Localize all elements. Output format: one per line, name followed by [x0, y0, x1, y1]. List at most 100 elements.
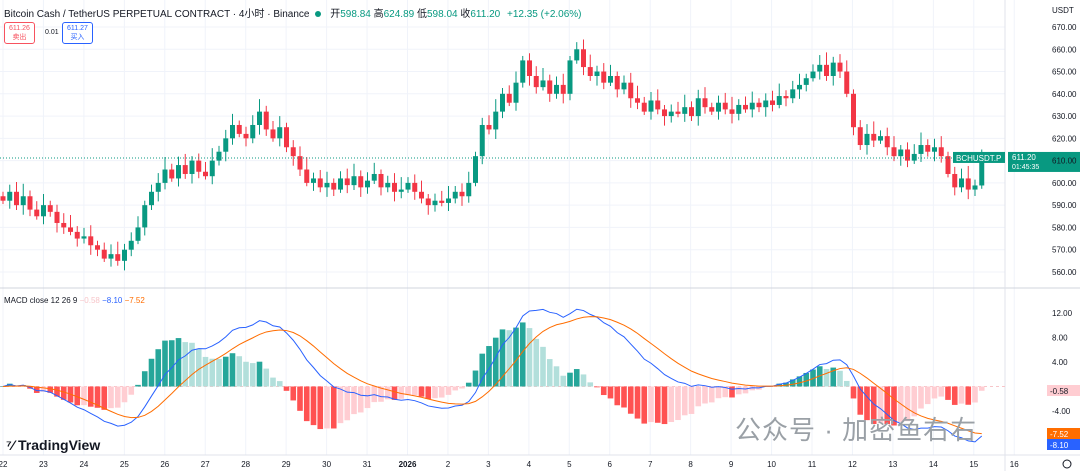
time-tick: 8	[688, 460, 693, 469]
candle-body	[358, 176, 364, 188]
candle-body	[560, 84, 566, 94]
candle-body	[331, 182, 337, 190]
histogram-bar	[310, 386, 317, 426]
macd-hist-value: −0.58	[79, 296, 100, 305]
candle-body	[918, 145, 924, 154]
histogram-bar	[189, 342, 195, 387]
candle-body	[351, 176, 357, 186]
histogram-bar	[702, 386, 708, 404]
histogram-bar	[708, 386, 715, 403]
tradingview-logo[interactable]: ⁷⁄ TradingView	[6, 437, 101, 453]
market-status-icon	[315, 11, 322, 17]
macd-legend[interactable]: MACD close 12 26 9 −0.58 −8.10 −7.52	[4, 296, 145, 305]
candle-body	[290, 147, 296, 157]
time-tick: 3	[486, 460, 491, 469]
candle-body	[34, 209, 40, 217]
histogram-bar	[74, 386, 81, 406]
buy-price: 611.27	[67, 25, 88, 32]
histogram-bar	[580, 374, 587, 387]
macd-last-tag	[1047, 439, 1080, 450]
candle-body	[702, 98, 708, 108]
histogram-bar	[270, 377, 276, 387]
candle-body	[189, 160, 195, 174]
candle-body	[554, 84, 559, 94]
histogram-bar	[236, 356, 243, 387]
histogram-bar	[87, 386, 94, 407]
spread-value: 0.01	[45, 29, 59, 36]
histogram-bar	[317, 386, 324, 430]
histogram-bar	[479, 353, 486, 387]
candle-body	[540, 80, 546, 88]
histogram-bar	[344, 386, 351, 421]
candle-body	[959, 178, 964, 188]
histogram-bar	[951, 386, 958, 405]
candle-body	[689, 107, 694, 117]
symbol-header: Bitcoin Cash / TetherUS PERPETUAL CONTRA…	[4, 5, 582, 20]
candle-body	[972, 185, 978, 190]
histogram-bar	[972, 386, 978, 403]
candle-body	[230, 124, 235, 139]
candle-body	[419, 191, 424, 199]
histogram-bar	[830, 367, 837, 387]
histogram-bar	[648, 386, 654, 423]
histogram-bar	[506, 330, 513, 387]
low-label: 低	[417, 9, 427, 20]
candle-body	[695, 98, 701, 117]
time-tick: 9	[729, 460, 734, 469]
histogram-bar	[627, 386, 634, 414]
hist-last-label: -0.58	[1050, 387, 1069, 396]
candle-body	[925, 145, 931, 152]
histogram-bar	[337, 386, 344, 424]
histogram-bar	[654, 386, 661, 423]
signal-last-label: -7.52	[1050, 430, 1069, 439]
candle-body	[857, 127, 863, 146]
symbol-title[interactable]: Bitcoin Cash / TetherUS PERPETUAL CONTRA…	[4, 9, 310, 20]
histogram-bar	[641, 386, 648, 424]
histogram-bar	[168, 340, 175, 387]
candle-body	[128, 240, 134, 250]
histogram-bar	[857, 386, 864, 415]
close-value: 611.20	[470, 9, 501, 20]
histogram-bar	[904, 386, 911, 422]
histogram-bar	[945, 386, 951, 400]
histogram-bar	[351, 386, 357, 415]
candle-body	[250, 124, 256, 139]
candle-body	[722, 102, 728, 110]
currency-label: USDT	[1052, 6, 1074, 15]
candle-body	[297, 156, 303, 170]
histogram-bar	[924, 386, 931, 405]
histogram-bar	[742, 386, 749, 394]
macd-value: −8.10	[102, 296, 123, 305]
candle-body	[506, 93, 512, 103]
histogram-bar	[391, 386, 398, 400]
histogram-bar	[796, 376, 803, 387]
histogram-bar	[526, 328, 533, 387]
open-label: 开	[330, 9, 341, 20]
histogram-bar	[222, 356, 229, 387]
candle-body	[338, 178, 343, 190]
candle-body	[277, 127, 283, 139]
countdown-label: 01:45:35	[1012, 164, 1039, 171]
candle-body	[952, 173, 958, 188]
histogram-bar	[864, 386, 870, 421]
candle-body	[790, 89, 796, 99]
buy-button[interactable]: 611.27 买入	[62, 22, 93, 44]
candle-body	[581, 49, 586, 68]
candle-body	[344, 178, 350, 186]
symbol-tag	[953, 151, 1005, 163]
candle-body	[68, 227, 73, 232]
candle-body	[830, 62, 836, 76]
histogram-bar	[735, 386, 742, 395]
macd-tick: 8.00	[1052, 334, 1068, 343]
candle-body	[216, 151, 222, 161]
sell-button[interactable]: 611.26 卖出	[4, 22, 35, 44]
histogram-bar	[546, 359, 553, 387]
price-tick: 610.00	[1052, 157, 1077, 166]
price-tick: 600.00	[1052, 179, 1077, 188]
candle-body	[938, 147, 944, 157]
candle-body	[142, 205, 148, 228]
histogram-bar	[0, 386, 6, 387]
candle-body	[371, 173, 377, 181]
histogram-bar	[587, 382, 594, 387]
